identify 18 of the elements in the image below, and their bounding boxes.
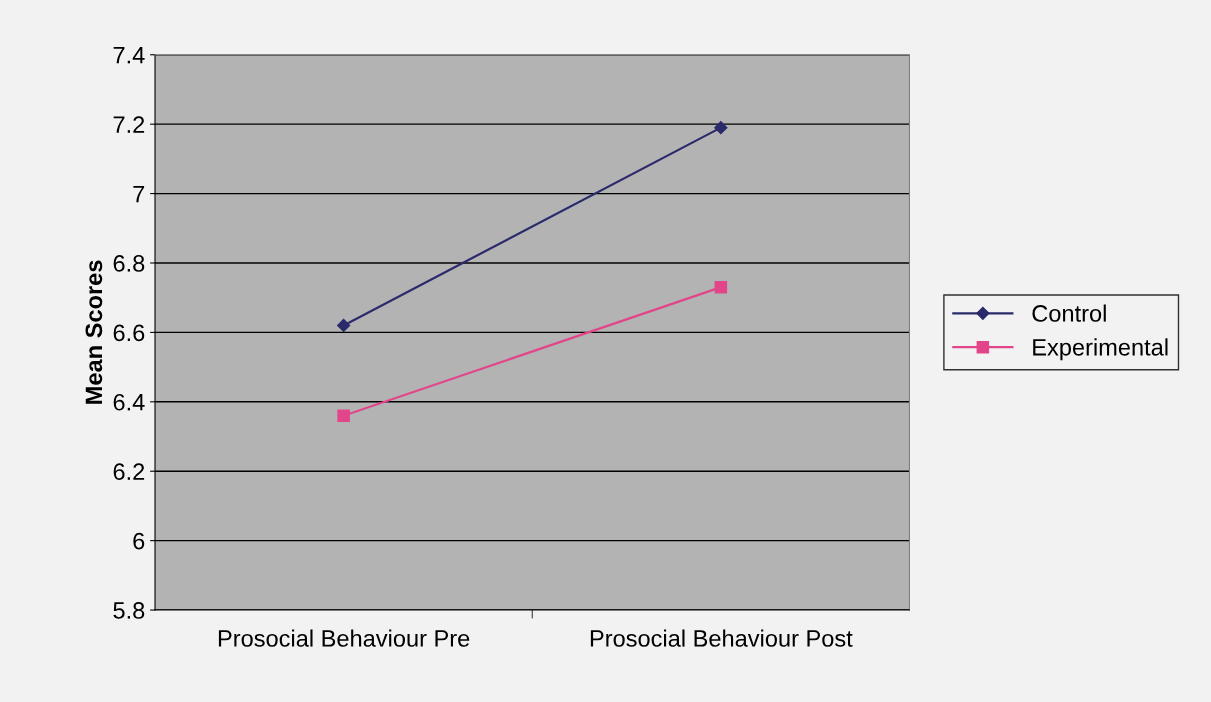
legend-label: Experimental bbox=[1033, 338, 1168, 361]
legend-label: Control bbox=[1032, 304, 1106, 322]
x-tick-label: Prosocial Behaviour Pre bbox=[218, 629, 470, 647]
y-tick-label: 5.8 bbox=[113, 602, 145, 619]
y-tick-label: 7.2 bbox=[113, 116, 145, 133]
x-tick-label: Prosocial Behaviour Post bbox=[590, 629, 853, 647]
point bbox=[337, 409, 350, 422]
y-axis-title: Mean Scores bbox=[85, 260, 103, 404]
point bbox=[337, 318, 351, 333]
y-tick-label: 6 bbox=[133, 532, 145, 550]
y-tick-label: 6.6 bbox=[113, 324, 145, 342]
y-tick-label: 6.4 bbox=[113, 393, 145, 411]
y-tick-label: 7 bbox=[133, 185, 145, 203]
point bbox=[714, 121, 728, 135]
y-tick-label: 6.2 bbox=[113, 463, 145, 481]
y-tick-label: 6.8 bbox=[113, 255, 145, 272]
point bbox=[714, 281, 728, 294]
y-tick-label: 7.4 bbox=[113, 47, 145, 64]
